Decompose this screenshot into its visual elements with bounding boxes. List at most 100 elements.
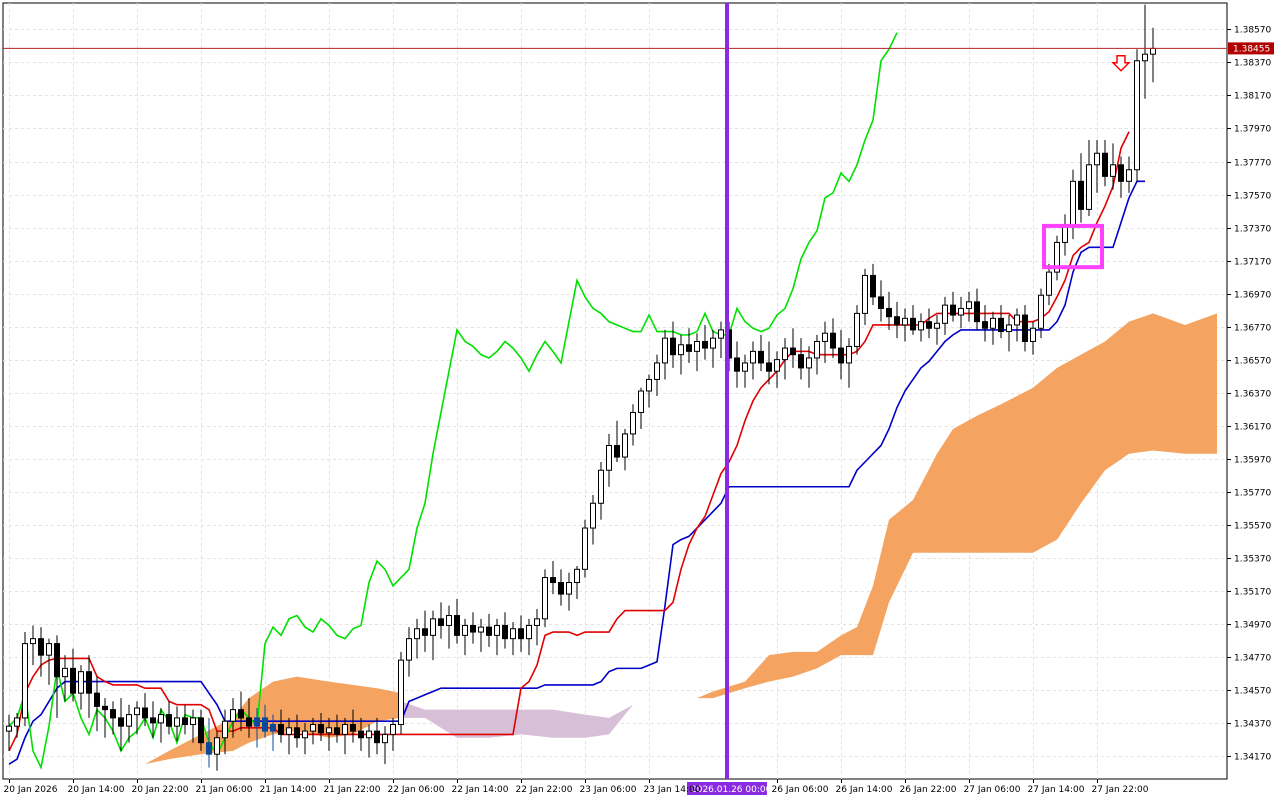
candle-body	[494, 624, 500, 636]
candle-body	[350, 724, 356, 732]
candle-body	[1038, 294, 1044, 329]
candle-body	[646, 378, 652, 392]
y-tick-label: 1.35970	[1234, 456, 1271, 466]
candle-body	[54, 643, 60, 678]
candle-body	[294, 727, 300, 739]
y-tick-label: 1.36170	[1234, 423, 1271, 433]
candle-body	[190, 717, 196, 726]
candle-body	[1094, 152, 1100, 166]
y-tick-label: 1.34770	[1234, 654, 1271, 664]
candle-body	[1110, 164, 1116, 177]
candle-body	[518, 628, 524, 640]
candle-body	[766, 362, 772, 372]
candle-body	[6, 725, 12, 732]
candle-body	[606, 444, 612, 471]
candle-body	[622, 433, 628, 458]
candle-body	[550, 577, 556, 584]
kijun-sen-line	[8, 180, 1145, 765]
candle-body	[438, 618, 444, 626]
sell-arrow-icon	[1111, 54, 1131, 72]
candle-body	[30, 638, 36, 645]
candle-body	[374, 730, 380, 744]
x-tick-label: 27 Jan 06:00	[964, 785, 1021, 795]
candle-body	[742, 362, 748, 372]
candle-body	[958, 307, 964, 316]
candle-body	[814, 340, 820, 359]
candle-body	[702, 340, 708, 349]
x-tick-label: 23 Jan 06:00	[580, 785, 637, 795]
x-tick-label: 26 Jan 06:00	[772, 785, 829, 795]
candle-body	[710, 337, 716, 349]
candle-body	[838, 347, 844, 364]
candle-body	[478, 626, 484, 633]
y-tick-label: 1.36770	[1234, 324, 1271, 334]
candle-body	[1046, 271, 1052, 296]
y-tick-label: 1.34170	[1234, 753, 1271, 763]
candle-body	[598, 469, 604, 504]
candle-body	[70, 667, 76, 694]
x-tick-label: 20 Jan 14:00	[68, 785, 125, 795]
candle-body	[806, 357, 812, 369]
candle-body	[278, 724, 284, 735]
candle-body	[246, 717, 252, 727]
y-tick-label: 1.38370	[1234, 59, 1271, 69]
y-tick-label: 1.36570	[1234, 357, 1271, 367]
candle-body	[174, 717, 180, 727]
candle-body	[894, 316, 900, 326]
candle-body	[662, 337, 668, 364]
candle-body	[454, 615, 460, 636]
candle-body	[566, 582, 572, 595]
y-tick-label: 1.37970	[1234, 125, 1271, 135]
candles-layer	[6, 4, 1156, 771]
y-tick-label: 1.37170	[1234, 258, 1271, 268]
chikou-span-line	[8, 32, 898, 770]
candle-body	[830, 332, 836, 349]
candle-body	[78, 671, 84, 694]
candle-body	[638, 390, 644, 413]
candle-body	[782, 347, 788, 361]
candle-body	[758, 350, 764, 364]
x-tick-label: 27 Jan 14:00	[1028, 785, 1085, 795]
candle-body	[630, 411, 636, 435]
candle-body	[1070, 180, 1076, 227]
y-tick-label: 1.37370	[1234, 225, 1271, 235]
candle-body	[670, 337, 676, 356]
candle-body	[902, 317, 908, 326]
candle-body	[1142, 53, 1148, 62]
candle-body	[358, 730, 364, 739]
candle-body	[366, 730, 372, 739]
candle-body	[326, 727, 332, 734]
candle-body	[382, 733, 388, 744]
candle-body	[1086, 164, 1092, 210]
x-tick-label: 27 Jan 22:00	[1092, 785, 1149, 795]
candle-body	[1022, 314, 1028, 342]
candle-body	[262, 717, 268, 732]
candle-body	[158, 714, 164, 724]
candle-body	[526, 624, 532, 640]
x-tick-label: 26 Jan 22:00	[900, 785, 957, 795]
candle-body	[198, 717, 204, 744]
candle-body	[1054, 241, 1060, 273]
y-tick-label: 1.37570	[1234, 192, 1271, 202]
x-tick-label: 20 Jan 22:00	[132, 785, 189, 795]
candle-body	[1102, 152, 1108, 177]
y-tick-label: 1.34370	[1234, 720, 1271, 730]
candle-body	[798, 354, 804, 369]
candle-body	[502, 624, 508, 640]
candle-body	[582, 527, 588, 570]
candle-body	[1062, 225, 1068, 243]
separator-label-bg	[687, 782, 767, 795]
x-tick-label: 22 Jan 06:00	[388, 785, 445, 795]
cloud-bullish	[697, 313, 1217, 699]
candle-body	[22, 643, 28, 719]
x-tick-label: 21 Jan 14:00	[260, 785, 317, 795]
candle-body	[734, 357, 740, 372]
candle-body	[142, 707, 148, 719]
x-tick-label: 22 Jan 14:00	[452, 785, 509, 795]
candle-body	[982, 321, 988, 329]
candle-body	[398, 659, 404, 726]
candle-body	[126, 714, 132, 727]
candle-body	[414, 628, 420, 640]
